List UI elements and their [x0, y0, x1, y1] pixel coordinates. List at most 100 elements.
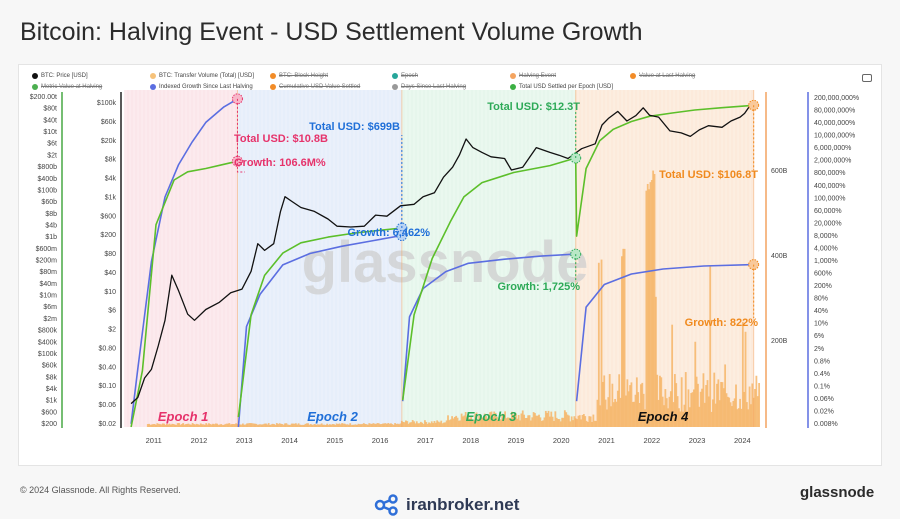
volume-bar [372, 423, 375, 427]
volume-bar [587, 421, 589, 427]
legend-item[interactable]: BTC: Transfer Volume (Total) [USD] [150, 73, 254, 79]
volume-bar [227, 423, 229, 427]
volume-bar [659, 375, 661, 427]
legend-swatch [32, 73, 38, 79]
x-tick-label: 2012 [191, 436, 208, 445]
legend-item[interactable]: BTC: Price [USD] [32, 73, 88, 79]
volume-bar [532, 412, 535, 427]
volume-bar [315, 424, 318, 427]
volume-bar [699, 391, 702, 427]
volume-bar [419, 421, 422, 427]
volume-bar [701, 388, 703, 427]
growth-tick-label: 200,000,000% [814, 95, 859, 102]
volume-bar [728, 397, 731, 427]
volume-bar [335, 423, 338, 427]
volume-bar [271, 423, 274, 427]
legend-item[interactable]: Total USD Settled per Epoch [USD] [510, 84, 613, 90]
volume-bar [737, 408, 740, 427]
price-tick-label: $6 [108, 308, 116, 315]
legend-item[interactable]: Epoch [392, 73, 418, 79]
volume-bar [437, 421, 440, 427]
volume-tick-label: $4b [45, 222, 57, 229]
growth-annotation: Growth: 1,725% [497, 281, 580, 293]
volume-bar [296, 424, 299, 427]
volume-bar [464, 411, 467, 427]
x-tick-label: 2013 [236, 436, 253, 445]
camera-icon[interactable] [862, 74, 872, 82]
volume-bar [477, 420, 479, 427]
volume-bar [403, 422, 406, 427]
volume-bar [376, 423, 379, 427]
volume-tick-label: $400b [38, 176, 58, 183]
volume-bar [652, 170, 655, 427]
volume-bar [490, 411, 493, 427]
volume-bar [475, 412, 478, 427]
legend-label: Indexed Growth Since Last Halving [159, 84, 253, 90]
volume-bar [520, 413, 523, 427]
volume-bar [171, 423, 174, 427]
legend-item[interactable]: Value at Last Halving [630, 73, 695, 79]
volume-bar [687, 389, 690, 427]
volume-bar [349, 423, 352, 427]
volume-bar [184, 424, 187, 427]
volume-bar [470, 417, 473, 427]
volume-bar [176, 423, 179, 427]
volume-bar [491, 417, 494, 427]
volume-bar [482, 418, 485, 427]
x-tick-label: 2016 [372, 436, 389, 445]
volume-bar [606, 409, 608, 427]
volume-bar [451, 416, 453, 427]
volume-bar [525, 417, 528, 427]
volume-bar [528, 415, 531, 427]
volume-bar [517, 414, 520, 427]
volume-tick-label: $100b [38, 187, 58, 194]
growth-tick-label: 1,000% [814, 258, 838, 265]
volume-bar [350, 424, 353, 427]
growth-annotation: Growth: 822% [685, 317, 759, 329]
volume-bar [312, 424, 315, 427]
volume-tick-label: $10t [43, 129, 57, 136]
legend-item[interactable]: BTC: Block Height [270, 73, 328, 79]
volume-bar [690, 393, 693, 427]
volume-bar [553, 420, 555, 427]
volume-bar [421, 422, 424, 427]
legend-item[interactable]: Cumulative USD Value Settled [270, 84, 360, 90]
volume-bar [589, 416, 592, 427]
volume-bar [578, 415, 581, 427]
growth-tick-label: 0.06% [814, 396, 834, 403]
epoch-label: Epoch 4 [638, 409, 689, 424]
volume-bar [218, 424, 221, 427]
volume-bar [576, 419, 578, 427]
volume-bar [263, 423, 266, 427]
legend-item[interactable]: Halving Event [510, 73, 556, 79]
price-tick-label: $0.40 [98, 364, 116, 371]
legend-item[interactable]: Metric Value at Halving [32, 84, 102, 90]
volume-bar [457, 420, 460, 427]
volume-bar [536, 415, 539, 427]
volume-bar [248, 423, 251, 427]
volume-bar [161, 423, 164, 427]
growth-tick-label: 0.4% [814, 371, 830, 378]
volume-bar [739, 398, 741, 427]
volume-bar [535, 415, 538, 427]
volume-bar [326, 423, 329, 427]
volume-bar [534, 413, 536, 427]
volume-bar [626, 379, 629, 427]
volume-bar [246, 423, 248, 427]
volume-bar [608, 374, 611, 427]
volume-bar [225, 423, 228, 427]
volume-bar [671, 324, 674, 427]
volume-bar [573, 416, 576, 427]
volume-bar [551, 416, 554, 427]
volume-bar [247, 423, 250, 427]
growth-tick-label: 2,000,000% [814, 158, 851, 165]
volume-bar [486, 418, 489, 427]
volume-bar [562, 417, 565, 427]
legend-item[interactable]: Days Since Last Halving [392, 84, 466, 90]
volume-bar [481, 417, 483, 427]
volume-bar [519, 420, 521, 427]
volume-bar [654, 296, 657, 427]
legend-item[interactable]: Indexed Growth Since Last Halving [150, 84, 253, 90]
volume-bar [159, 424, 161, 427]
volume-bar [544, 410, 547, 427]
